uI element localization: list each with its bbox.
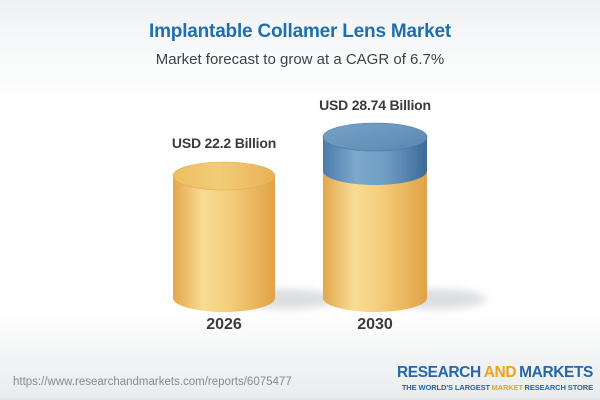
logo-tagline: THE WORLD'S LARGEST MARKET RESEARCH STORE <box>397 382 594 392</box>
bar-2030-category-label: 2030 <box>357 316 393 333</box>
source-url: https://www.researchandmarkets.com/repor… <box>13 376 292 388</box>
tagline-part-1: THE WORLD'S LARGEST <box>401 382 491 392</box>
bar-2030-value-label: USD 28.74 Billion <box>319 97 431 113</box>
tagline-part-2: MARKET <box>491 382 524 392</box>
research-and-markets-logo: RESEARCH AND MARKETS THE WORLD'S LARGEST MA… <box>397 365 593 391</box>
logo-wordmark: RESEARCH AND MARKETS <box>397 365 593 381</box>
bar-2026-top <box>172 161 276 191</box>
chart-subtitle: Market forecast to grow at a CAGR of 6.7… <box>155 51 445 68</box>
bar-2030-cylinder <box>322 122 428 312</box>
tagline-part-3: RESEARCH STORE <box>524 382 594 392</box>
logo-word-research: RESEARCH <box>396 364 481 381</box>
bar-2026-cylinder <box>172 161 276 312</box>
bar-2030-top <box>322 122 428 152</box>
bar-2026-category-label: 2026 <box>206 316 242 333</box>
bar-2026-body <box>173 176 275 312</box>
logo-word-markets: MARKETS <box>519 364 593 381</box>
chart-title: Implantable Collamer Lens Market <box>149 21 451 42</box>
bar-2026-value-label: USD 22.2 Billion <box>171 135 277 151</box>
logo-word-and: AND <box>483 364 517 381</box>
bar-2030-base-segment <box>323 170 427 312</box>
